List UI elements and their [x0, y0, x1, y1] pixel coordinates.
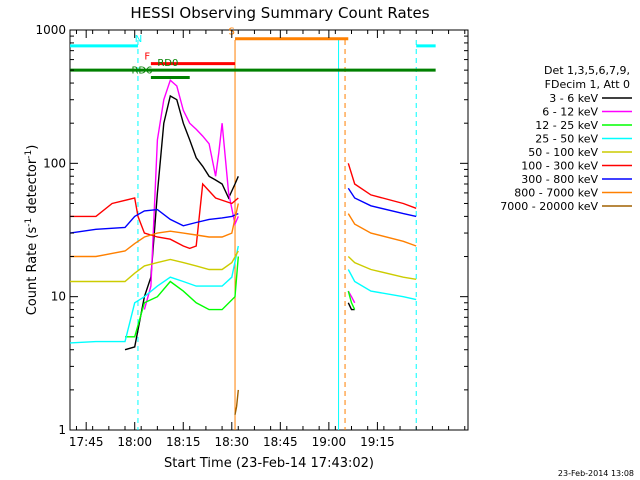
timestamp-stamp: 23-Feb-2014 13:08	[558, 469, 634, 478]
chart-title: HESSI Observing Summary Count Rates	[130, 4, 429, 22]
series-line	[70, 182, 239, 250]
x-tick-label: 18:15	[166, 435, 201, 449]
x-tick-label: 18:30	[214, 435, 249, 449]
y-tick-label: 1000	[35, 23, 66, 37]
y-axis-label: Count Rate (s-1 detector-1)	[24, 145, 40, 316]
series-line-post	[347, 269, 417, 301]
x-axis-ticks: 17:45 18:00 18:15 18:30 18:45 19:00 19:15	[69, 30, 466, 449]
plot-border	[69, 29, 469, 431]
x-axis-label: Start Time (23-Feb-14 17:43:02)	[164, 456, 374, 471]
mode-segment-label: N	[135, 34, 142, 45]
y-tick-label: 1	[58, 423, 66, 437]
legend-label: 12 - 25 keV	[535, 119, 598, 132]
y-tick-label: 10	[51, 290, 66, 304]
mode-segment-label: F	[144, 52, 150, 63]
x-tick-label: 19:00	[312, 435, 347, 449]
y-tick-label: 100	[43, 156, 66, 170]
series-line-post	[347, 290, 356, 310]
legend-header-1: Det 1,3,5,6,7,9,	[544, 64, 630, 77]
x-tick-label: 18:45	[263, 435, 298, 449]
plot-area	[69, 29, 469, 431]
vertical-markers	[137, 40, 417, 430]
series-line-post	[347, 255, 417, 280]
series-line	[143, 78, 239, 310]
y-axis-label-main: Count Rate (s	[25, 227, 40, 316]
series-line	[69, 208, 239, 234]
mode-segment-label: RD6	[131, 66, 152, 77]
y-axis-label-mid: detector	[25, 158, 40, 218]
series-layer	[69, 78, 417, 415]
legend-label: 6 - 12 keV	[542, 106, 598, 119]
series-line	[125, 256, 239, 338]
legend-label: 300 - 800 keV	[521, 173, 598, 186]
y-axis-ticks: 1 10 100 1000	[35, 23, 468, 437]
series-line	[69, 245, 239, 344]
x-tick-label: 19:15	[360, 435, 395, 449]
x-tick-label: 18:00	[117, 435, 152, 449]
legend-label: 100 - 300 keV	[521, 160, 598, 173]
series-line	[70, 250, 239, 283]
series-line	[70, 203, 239, 258]
legend-label: 3 - 6 keV	[549, 92, 598, 105]
legend-header-2: FDecim 1, Att 0	[545, 78, 630, 91]
series-line	[234, 389, 239, 415]
x-tick-label: 17:45	[69, 435, 104, 449]
series-line-post	[347, 213, 417, 247]
legend-label: 800 - 7000 keV	[514, 187, 598, 200]
series-line-post	[347, 187, 417, 218]
series-line	[124, 94, 239, 351]
legend: Det 1,3,5,6,7,9, FDecim 1, Att 0 3 - 6 k…	[500, 64, 632, 213]
y-axis-label-end: )	[25, 145, 40, 150]
mode-segments: NSFRD0RD6	[70, 27, 436, 80]
y-axis-label-sup2: -1	[24, 150, 34, 159]
mode-segment-label: RD0	[157, 58, 178, 69]
y-axis-label-sup1: -1	[24, 218, 34, 227]
legend-label: 25 - 50 keV	[535, 133, 598, 146]
series-line-post	[347, 302, 355, 311]
legend-label: 7000 - 20000 keV	[500, 200, 598, 213]
legend-label: 50 - 100 keV	[528, 146, 598, 159]
series-line-post	[347, 163, 417, 209]
